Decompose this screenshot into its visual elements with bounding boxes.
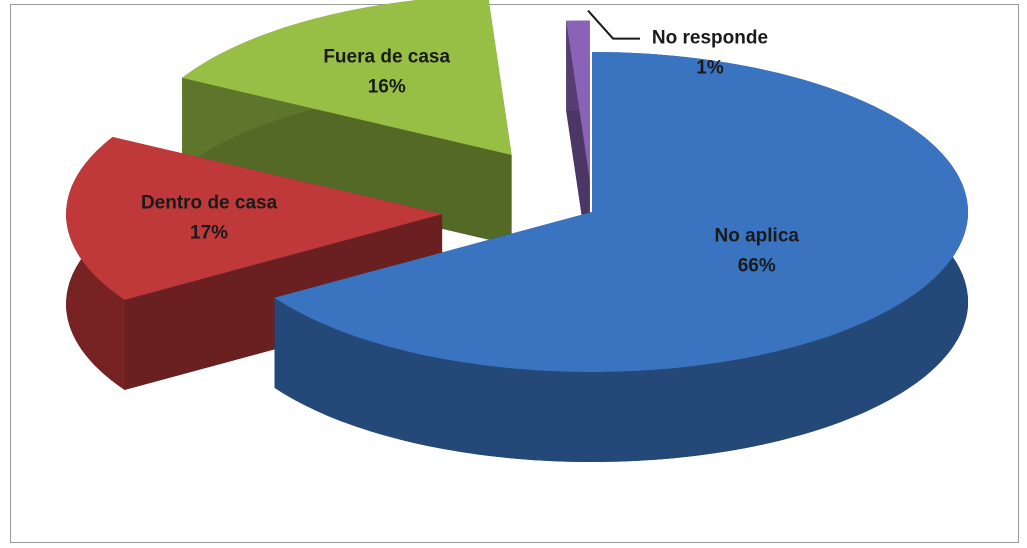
slice-value-label: 16% bbox=[368, 76, 406, 97]
slice-top bbox=[566, 20, 590, 181]
slice-value-label: 1% bbox=[696, 58, 724, 79]
slice-label: No responde bbox=[652, 28, 768, 49]
slice-value-label: 17% bbox=[190, 222, 228, 243]
slice-top bbox=[182, 0, 512, 155]
slice-value-label: 66% bbox=[738, 256, 776, 277]
slice-top bbox=[66, 137, 443, 300]
slice bbox=[274, 52, 968, 462]
leader-line bbox=[587, 9, 640, 40]
slice bbox=[566, 20, 590, 271]
slice-top bbox=[274, 52, 968, 372]
slice-label: Fuera de casa bbox=[323, 46, 450, 67]
slice-label: Dentro de casa bbox=[141, 192, 278, 213]
slice bbox=[182, 0, 512, 246]
slice-label: No aplica bbox=[715, 226, 800, 247]
